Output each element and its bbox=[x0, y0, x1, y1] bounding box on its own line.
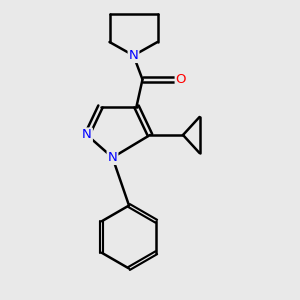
Text: N: N bbox=[129, 49, 138, 62]
Text: O: O bbox=[176, 73, 186, 86]
Text: N: N bbox=[82, 128, 92, 142]
Text: N: N bbox=[108, 151, 117, 164]
